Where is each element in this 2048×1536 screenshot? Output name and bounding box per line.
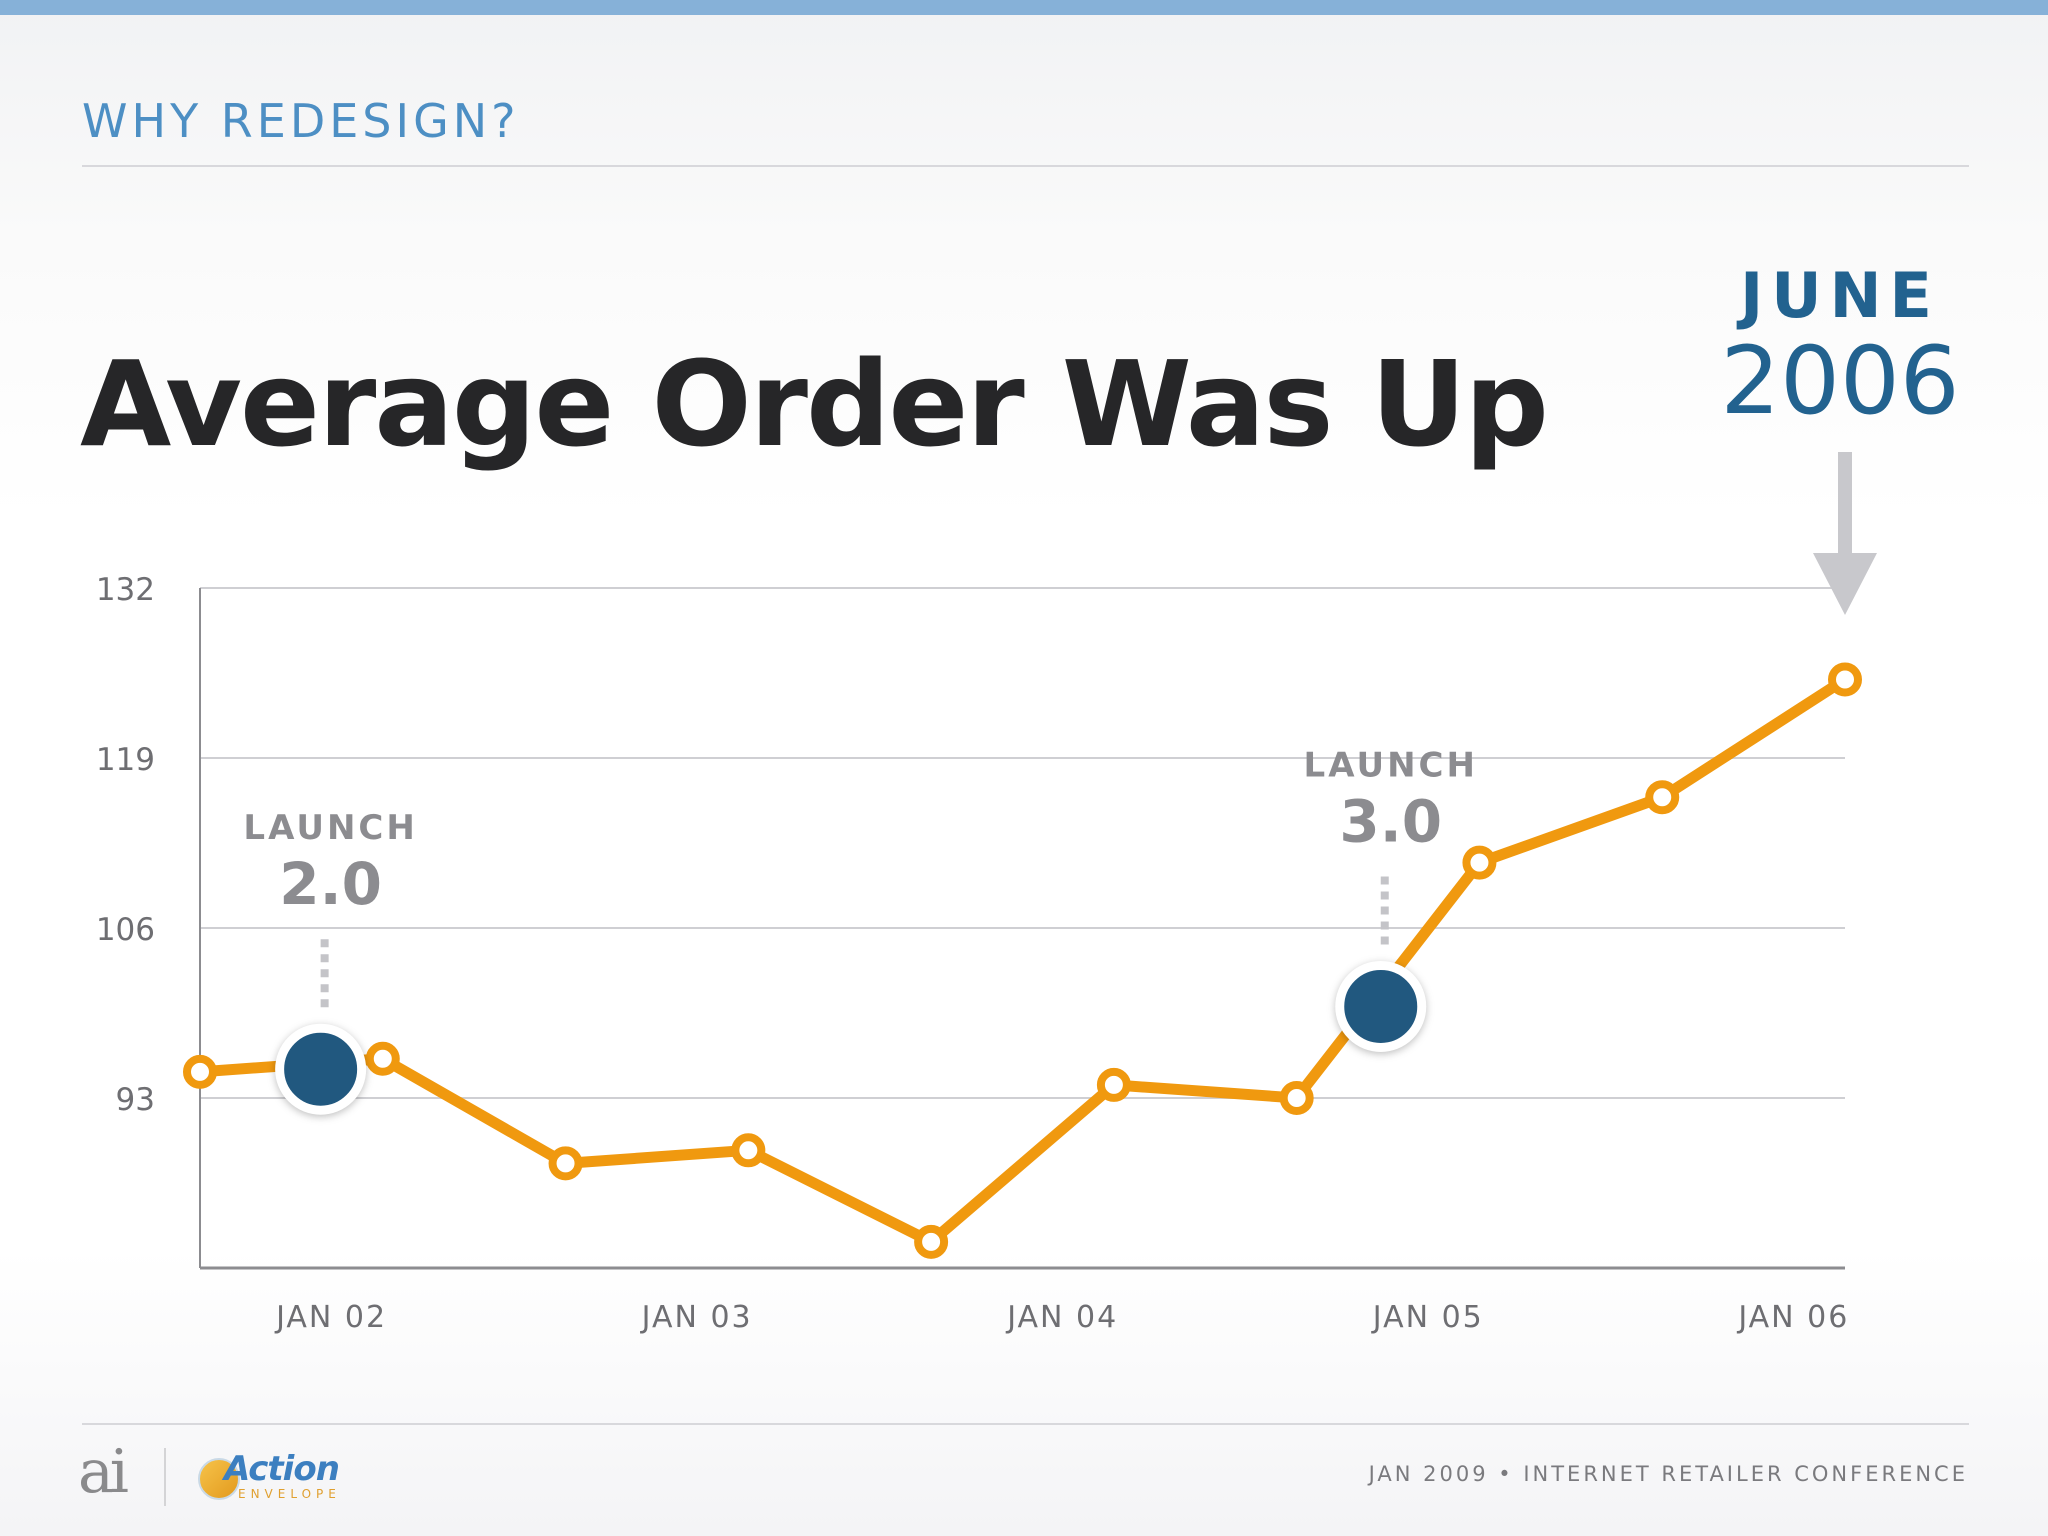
data-point xyxy=(183,1054,217,1089)
callout-year: 2006 xyxy=(1720,327,1960,436)
footer-conference-text: JAN 2009 • INTERNET RETAILER CONFERENCE xyxy=(1368,1462,1968,1486)
x-tick-label: JAN 02 xyxy=(274,1300,387,1335)
launch-version: 3.0 xyxy=(1339,787,1442,855)
arrow-head xyxy=(1813,553,1877,615)
data-point xyxy=(1279,1081,1314,1115)
launch-label: LAUNCH xyxy=(243,808,417,848)
envelope-logo-icon xyxy=(198,1458,240,1500)
ai-logo: ai xyxy=(78,1437,129,1507)
x-tick-label: JAN 03 xyxy=(640,1300,753,1335)
callout-arrow xyxy=(1813,452,1877,615)
action-logo-word: Action xyxy=(224,1449,340,1489)
footer-divider xyxy=(82,1423,1969,1425)
launch-marker xyxy=(275,1023,367,1115)
line-chart: 93 106 119 132 JAN 02 JAN 03 JAN 04 JAN 05 JAN 0… xyxy=(96,452,1877,1335)
launch-version: 2.0 xyxy=(279,850,382,918)
action-envelope-logo: Action ENVELOPE xyxy=(198,1452,358,1508)
launch-label: LAUNCH xyxy=(1304,745,1478,785)
data-point xyxy=(731,1133,766,1168)
data-point xyxy=(1645,780,1680,815)
x-tick-label: JAN 06 xyxy=(1736,1300,1849,1335)
axis-layer: 93 106 119 132 JAN 02 JAN 03 JAN 04 JAN 05 JAN 0… xyxy=(96,572,1849,1335)
y-tick-label: 119 xyxy=(96,742,155,778)
footer-logo-separator xyxy=(164,1448,166,1506)
y-tick-label: 93 xyxy=(116,1082,155,1118)
header-divider xyxy=(82,165,1969,167)
data-point xyxy=(1462,845,1497,880)
data-point xyxy=(914,1224,949,1259)
date-callout: JUNE 2006 xyxy=(1690,265,1990,429)
launch-marker xyxy=(1335,960,1427,1052)
section-label: WHY REDESIGN? xyxy=(82,94,520,148)
y-tick-label: 106 xyxy=(96,912,155,948)
x-tick-label: JAN 05 xyxy=(1371,1300,1484,1335)
data-point xyxy=(365,1041,400,1076)
data-point xyxy=(1828,662,1862,697)
series-layer xyxy=(183,662,1862,1259)
callout-month: JUNE xyxy=(1740,259,1940,332)
data-point xyxy=(548,1146,583,1181)
y-tick-label: 132 xyxy=(96,572,155,608)
grid-layer xyxy=(200,587,1845,1099)
page-title: Average Order Was Up xyxy=(80,335,1549,473)
series-line xyxy=(194,674,1851,1248)
action-logo-sub: ENVELOPE xyxy=(238,1487,341,1501)
x-tick-label: JAN 04 xyxy=(1005,1300,1118,1335)
data-point xyxy=(1096,1067,1131,1102)
top-accent-bar xyxy=(0,0,2048,15)
